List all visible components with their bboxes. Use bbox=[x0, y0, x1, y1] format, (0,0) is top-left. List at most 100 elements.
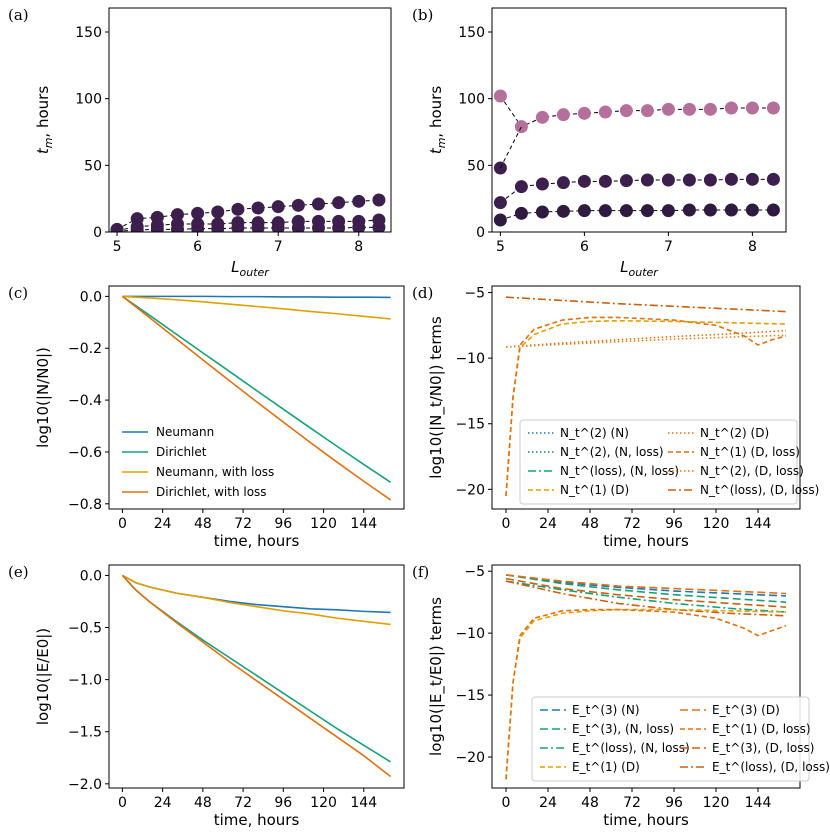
panel-label: (b) bbox=[412, 6, 433, 24]
data-point bbox=[271, 200, 285, 214]
series-line-(2) (D) bbox=[505, 329, 787, 348]
data-point bbox=[661, 173, 675, 187]
axes-frame bbox=[108, 564, 405, 789]
series-line-Dirichlet bbox=[121, 295, 392, 483]
data-point bbox=[598, 174, 612, 188]
series-line-connector bbox=[499, 126, 522, 169]
x-tick-label: 8 bbox=[748, 239, 757, 255]
y-tick-label: −10 bbox=[455, 626, 485, 642]
legend-frame bbox=[531, 696, 810, 782]
panel-d: (d) 0 24 48 72 96 120 144 −5 −10 −15 −20 time, hours… bbox=[412, 284, 819, 550]
plot-area bbox=[505, 296, 787, 496]
x-axis-label: time, hours bbox=[214, 811, 300, 829]
series-line-Dirichlet, with loss bbox=[121, 574, 392, 778]
y-axis-label: tm, hours bbox=[427, 86, 448, 155]
data-point bbox=[211, 222, 225, 232]
data-point bbox=[191, 222, 205, 232]
x-tick-label: 6 bbox=[580, 239, 589, 255]
legend-label: E_t^(loss), (D, loss) bbox=[712, 760, 830, 774]
y-tick-label: −0.6 bbox=[68, 445, 102, 461]
y-tick-label: −1.5 bbox=[68, 725, 102, 741]
x-tick-label: 48 bbox=[194, 516, 212, 532]
legend-label: N_t^(1) (D) bbox=[560, 483, 629, 497]
data-point bbox=[598, 105, 612, 119]
series-line-(1) (D, loss) bbox=[505, 608, 787, 780]
legend-label: Dirichlet bbox=[156, 445, 207, 459]
series-line-Neumann bbox=[122, 295, 391, 299]
data-point bbox=[766, 101, 780, 115]
y-tick-label: −10 bbox=[455, 351, 485, 367]
y-tick-label: −15 bbox=[455, 688, 485, 704]
x-tick-label: 96 bbox=[274, 516, 292, 532]
data-point bbox=[745, 172, 759, 186]
data-point bbox=[619, 204, 633, 218]
data-point bbox=[703, 203, 717, 217]
data-point bbox=[211, 205, 225, 219]
y-tick-label: 0 bbox=[93, 225, 102, 241]
x-tick-label: 0 bbox=[502, 795, 511, 811]
data-point bbox=[577, 174, 591, 188]
data-point bbox=[577, 204, 591, 218]
data-point bbox=[724, 203, 738, 217]
data-point bbox=[514, 180, 528, 194]
y-tick-label: −0.2 bbox=[68, 341, 102, 357]
x-axis-label: Louter bbox=[620, 258, 659, 279]
y-tick-label: 50 bbox=[84, 158, 102, 174]
series-line-(3) (N) bbox=[505, 574, 787, 597]
x-axis-label: time, hours bbox=[214, 532, 300, 550]
plot-area bbox=[505, 574, 787, 780]
legend-label: N_t^(2) (N) bbox=[560, 426, 629, 440]
legend-label: N_t^(loss), (N, loss) bbox=[560, 464, 679, 478]
data-point bbox=[110, 224, 124, 232]
data-point bbox=[619, 104, 633, 118]
axes-frame bbox=[491, 285, 801, 510]
x-tick-label: 144 bbox=[350, 795, 377, 811]
data-point bbox=[231, 202, 245, 216]
data-point bbox=[311, 221, 325, 232]
y-tick-label: 0 bbox=[476, 225, 485, 241]
x-tick-label: 0 bbox=[502, 516, 511, 532]
x-tick-label: 48 bbox=[581, 516, 599, 532]
y-tick-label: −0.4 bbox=[68, 393, 102, 409]
legend-label: E_t^(3) (D) bbox=[712, 703, 780, 717]
x-tick-label: 0 bbox=[118, 795, 127, 811]
y-tick-label: −20 bbox=[455, 482, 485, 498]
panel-e: (e) 0 24 48 72 96 120 144 0.0 −0.5 −1.0 −1.5 −2.0 tim… bbox=[8, 563, 405, 829]
legend-label: E_t^(3), (N, loss) bbox=[572, 722, 674, 736]
x-tick-label: 120 bbox=[310, 516, 337, 532]
x-tick-label: 24 bbox=[154, 795, 172, 811]
legend: Neumann Dirichlet Neumann, with loss Dirich… bbox=[122, 425, 274, 499]
series-line-(3) (N, loss) bbox=[505, 574, 787, 603]
axes-frame bbox=[491, 564, 801, 789]
legend-label: N_t^(loss), (D, loss) bbox=[700, 483, 819, 497]
data-point bbox=[640, 173, 654, 187]
data-point bbox=[724, 101, 738, 115]
legend-label: Dirichlet, with loss bbox=[156, 485, 267, 499]
data-point bbox=[535, 110, 549, 124]
data-point bbox=[170, 222, 184, 232]
data-point bbox=[619, 174, 633, 188]
panel-a: (a) 5 6 7 8 0 50 100 150 Louter tm, hours bbox=[8, 6, 392, 279]
x-tick-label: 120 bbox=[703, 516, 730, 532]
data-point bbox=[556, 204, 570, 218]
y-tick-label: 150 bbox=[458, 25, 485, 41]
data-point bbox=[682, 102, 696, 116]
data-point bbox=[332, 196, 346, 210]
data-point bbox=[352, 220, 366, 232]
y-tick-label: −2.0 bbox=[68, 777, 102, 793]
data-point bbox=[352, 194, 366, 208]
legend-frame bbox=[519, 419, 798, 505]
legend-label: N_t^(2) (D) bbox=[700, 426, 769, 440]
data-point bbox=[170, 208, 184, 222]
data-point bbox=[724, 172, 738, 186]
y-tick-label: −1.0 bbox=[68, 673, 102, 689]
x-tick-label: 72 bbox=[234, 516, 252, 532]
data-point bbox=[598, 204, 612, 218]
x-tick-label: 6 bbox=[193, 239, 202, 255]
data-point bbox=[661, 204, 675, 218]
data-point bbox=[493, 89, 507, 103]
x-tick-label: 96 bbox=[665, 795, 683, 811]
x-tick-label: 72 bbox=[623, 516, 641, 532]
x-axis-label: time, hours bbox=[603, 532, 689, 550]
